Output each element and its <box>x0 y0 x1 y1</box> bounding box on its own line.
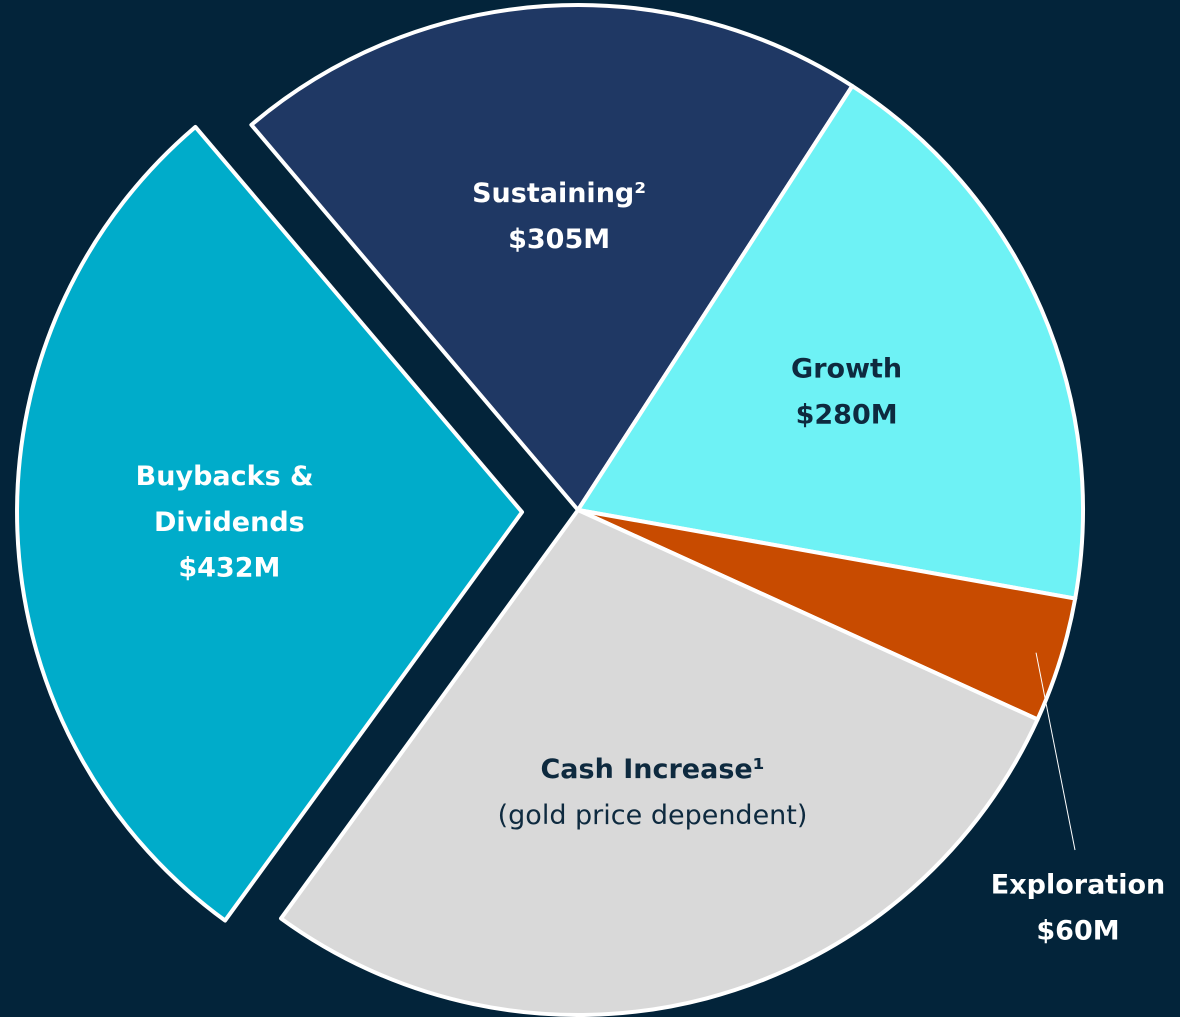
label-line: Buybacks & <box>136 461 323 492</box>
pie-slice <box>15 124 525 923</box>
label-line: Dividends <box>154 507 305 538</box>
leader-line <box>1035 652 1076 851</box>
pie-slice <box>279 508 1040 1017</box>
slice-label: Buybacks & Dividends <box>136 461 323 538</box>
value-label: $280M <box>796 400 898 431</box>
slice-note: (gold price dependent) <box>498 800 808 831</box>
pie-slice <box>249 3 855 512</box>
pie-slice <box>576 83 1085 601</box>
value-label: $305M <box>508 224 610 255</box>
value-label: $432M <box>178 553 280 584</box>
slice-label: Exploration <box>991 870 1165 901</box>
slice-label: Growth <box>791 354 902 385</box>
value-label: $60M <box>1036 916 1119 947</box>
slice-label: Cash Increase¹ <box>540 754 764 785</box>
slice-label: Sustaining² <box>472 178 646 209</box>
